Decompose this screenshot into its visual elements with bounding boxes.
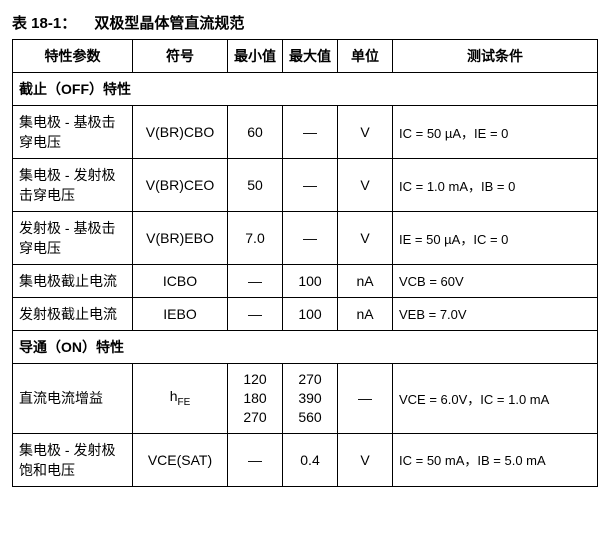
section-off-label: 截止（OFF）特性 (13, 73, 598, 106)
table-header-row: 特性参数 符号 最小值 最大值 单位 测试条件 (13, 40, 598, 73)
cell-unit: V (338, 433, 393, 486)
cell-min-line: 120 (243, 371, 266, 387)
cell-min: — (228, 298, 283, 331)
cell-max: 270 390 560 (283, 364, 338, 434)
table-number: 表 18-1： (12, 15, 76, 32)
table-row: 集电极截止电流 ICBO — 100 nA VCB = 60V (13, 265, 598, 298)
cell-min: 50 (228, 159, 283, 212)
cell-param: 集电极 - 发射极击穿电压 (13, 159, 133, 212)
table-row: 发射极 - 基极击穿电压 V(BR)EBO 7.0 — V IE = 50 µA… (13, 212, 598, 265)
cell-min-line: 180 (243, 390, 266, 406)
cell-symbol: V(BR)EBO (133, 212, 228, 265)
cell-param: 集电极 - 基极击穿电压 (13, 106, 133, 159)
section-off: 截止（OFF）特性 (13, 73, 598, 106)
cell-cond: IC = 50 µA，IE = 0 (393, 106, 598, 159)
cell-param: 发射极截止电流 (13, 298, 133, 331)
cell-unit: nA (338, 298, 393, 331)
table-row: 集电极 - 发射极击穿电压 V(BR)CEO 50 — V IC = 1.0 m… (13, 159, 598, 212)
spec-table: 特性参数 符号 最小值 最大值 单位 测试条件 截止（OFF）特性 集电极 - … (12, 39, 598, 487)
cell-unit: V (338, 106, 393, 159)
cell-symbol: ICBO (133, 265, 228, 298)
cell-max: 100 (283, 298, 338, 331)
cell-cond: IC = 1.0 mA，IB = 0 (393, 159, 598, 212)
cell-unit: V (338, 212, 393, 265)
cell-cond: IE = 50 µA，IC = 0 (393, 212, 598, 265)
table-row: 集电极 - 基极击穿电压 V(BR)CBO 60 — V IC = 50 µA，… (13, 106, 598, 159)
section-on: 导通（ON）特性 (13, 331, 598, 364)
section-on-label: 导通（ON）特性 (13, 331, 598, 364)
col-header-unit: 单位 (338, 40, 393, 73)
cell-max-line: 560 (298, 409, 321, 425)
cell-cond: IC = 50 mA，IB = 5.0 mA (393, 433, 598, 486)
cell-max: 100 (283, 265, 338, 298)
col-header-cond: 测试条件 (393, 40, 598, 73)
cell-param: 集电极截止电流 (13, 265, 133, 298)
cell-cond: VCE = 6.0V，IC = 1.0 mA (393, 364, 598, 434)
col-header-symbol: 符号 (133, 40, 228, 73)
cell-cond: VEB = 7.0V (393, 298, 598, 331)
table-row: 发射极截止电流 IEBO — 100 nA VEB = 7.0V (13, 298, 598, 331)
cell-min-line: 270 (243, 409, 266, 425)
col-header-max: 最大值 (283, 40, 338, 73)
cell-symbol: IEBO (133, 298, 228, 331)
cell-min: 120 180 270 (228, 364, 283, 434)
cell-param: 直流电流增益 (13, 364, 133, 434)
col-header-min: 最小值 (228, 40, 283, 73)
table-title-text: 双极型晶体管直流规范 (94, 15, 244, 32)
cell-min: 7.0 (228, 212, 283, 265)
table-row: 集电极 - 发射极饱和电压 VCE(SAT) — 0.4 V IC = 50 m… (13, 433, 598, 486)
cell-symbol: hFE (133, 364, 228, 434)
cell-min: — (228, 433, 283, 486)
col-header-param: 特性参数 (13, 40, 133, 73)
cell-unit: — (338, 364, 393, 434)
cell-min: 60 (228, 106, 283, 159)
cell-param: 集电极 - 发射极饱和电压 (13, 433, 133, 486)
cell-unit: nA (338, 265, 393, 298)
cell-max: — (283, 106, 338, 159)
cell-symbol: V(BR)CBO (133, 106, 228, 159)
cell-unit: V (338, 159, 393, 212)
cell-max: 0.4 (283, 433, 338, 486)
table-row: 直流电流增益 hFE 120 180 270 270 390 560 — VCE… (13, 364, 598, 434)
cell-symbol: V(BR)CEO (133, 159, 228, 212)
cell-symbol: VCE(SAT) (133, 433, 228, 486)
table-title: 表 18-1： 双极型晶体管直流规范 (12, 12, 598, 33)
cell-max-line: 390 (298, 390, 321, 406)
cell-max-line: 270 (298, 371, 321, 387)
cell-cond: VCB = 60V (393, 265, 598, 298)
cell-max: — (283, 212, 338, 265)
cell-min: — (228, 265, 283, 298)
cell-param: 发射极 - 基极击穿电压 (13, 212, 133, 265)
cell-max: — (283, 159, 338, 212)
